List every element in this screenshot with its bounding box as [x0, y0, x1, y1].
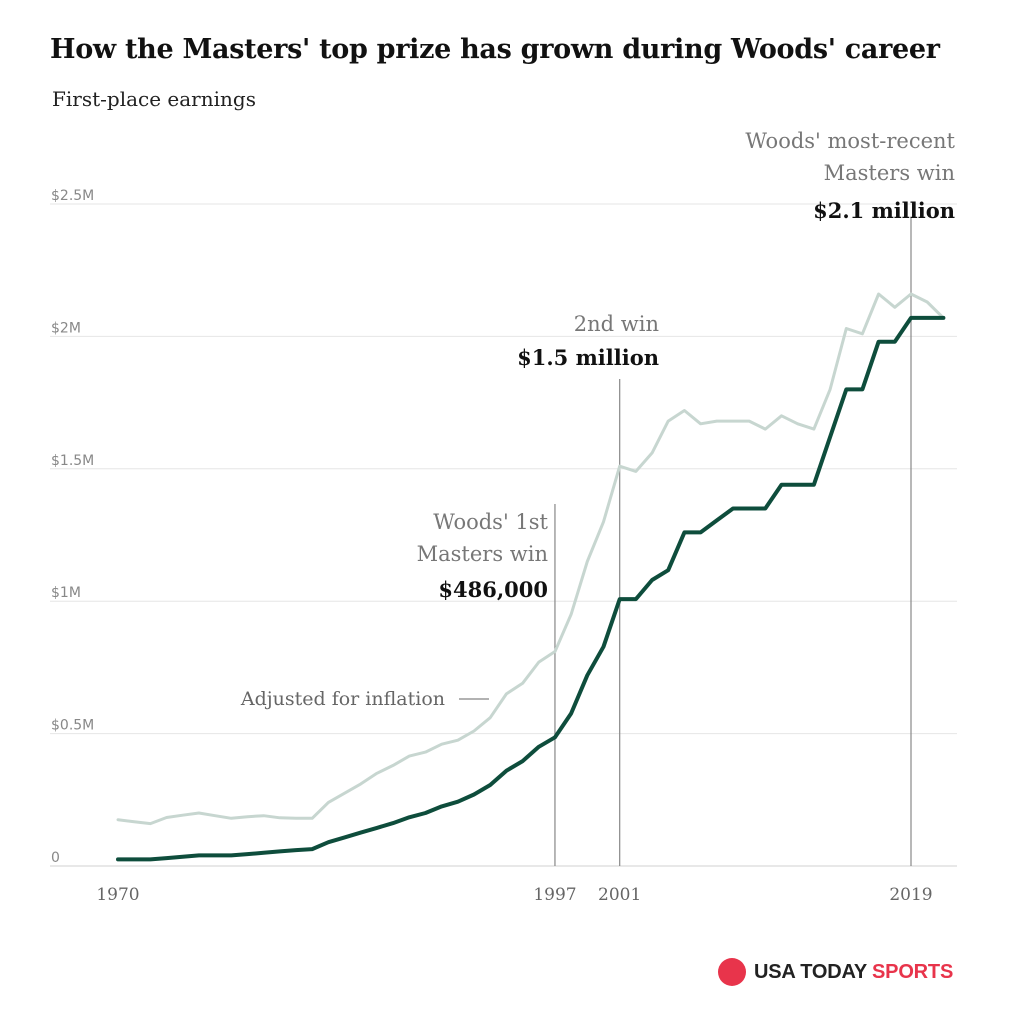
label-layer: 0 $0.5M $1M $1.5M $2M $2.5M 1970 1997 2001 2019 Wo… — [51, 129, 956, 905]
annotation-2019-line-0: Woods' most-recent — [745, 129, 955, 153]
usa-today-sports-logo: USA TODAY SPORTS — [718, 958, 953, 986]
annotation-2001-line-0: 2nd win — [574, 312, 659, 336]
x-tick-label-2: 2001 — [598, 885, 641, 905]
annotation-1997-value: $486,000 — [438, 577, 548, 602]
x-tick-label-3: 2019 — [889, 885, 932, 905]
chart-title: How the Masters' top prize has grown dur… — [50, 34, 940, 65]
logo-dot-icon — [718, 958, 746, 986]
logo-accent: SPORTS — [872, 960, 954, 983]
annotation-2019-value: $2.1 million — [813, 198, 955, 223]
annotation-2019-line-1: Masters win — [824, 161, 955, 185]
y-tick-label-2: $1M — [51, 585, 81, 601]
y-tick-label-3: $1.5M — [51, 453, 94, 469]
inflation-label: Adjusted for inflation — [240, 688, 445, 710]
y-tick-label-0: 0 — [51, 850, 60, 866]
grid-layer — [50, 203, 957, 867]
x-tick-label-1: 1997 — [533, 885, 576, 905]
annotation-2001-value: $1.5 million — [517, 345, 659, 370]
y-tick-label-4: $2M — [51, 320, 81, 336]
y-tick-label-5: $2.5M — [51, 188, 94, 204]
x-tick-label-0: 1970 — [96, 885, 139, 905]
chart-subtitle: First-place earnings — [52, 87, 256, 111]
inflation-adjusted-line — [116, 292, 945, 826]
annotation-1997-line-1: Masters win — [417, 542, 548, 566]
logo-main: USA TODAY — [754, 960, 867, 983]
series-layer — [116, 292, 946, 862]
logo-text: USA TODAY SPORTS — [754, 961, 953, 984]
prize-line — [116, 315, 946, 862]
y-tick-label-1: $0.5M — [51, 718, 94, 734]
marker-layer — [554, 218, 912, 866]
annotation-1997-line-0: Woods' 1st — [433, 510, 548, 534]
